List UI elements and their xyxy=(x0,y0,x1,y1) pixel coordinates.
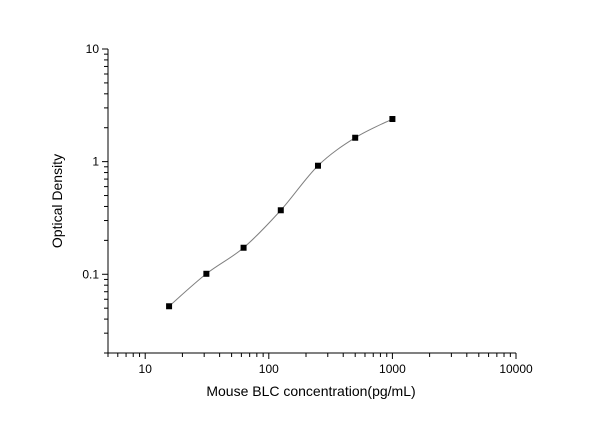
data-point xyxy=(389,116,396,123)
data-point xyxy=(277,207,284,214)
data-point xyxy=(166,303,173,310)
y-tick-label: 1 xyxy=(92,155,99,169)
axes: 10 100 1000 10000 0.1 1 10 xyxy=(82,42,533,376)
data-point xyxy=(240,244,247,251)
x-tick-label: 1000 xyxy=(379,362,406,376)
data-point xyxy=(352,134,359,141)
data-points xyxy=(166,116,396,310)
x-tick-label: 100 xyxy=(259,362,279,376)
data-point xyxy=(314,162,321,169)
x-tick-label: 10 xyxy=(139,362,153,376)
y-axis-title: Optical Density xyxy=(49,154,65,248)
data-point xyxy=(203,270,210,277)
y-tick-label: 10 xyxy=(86,42,100,56)
x-tick-label: 10000 xyxy=(499,362,533,376)
y-tick-label: 0.1 xyxy=(82,267,99,281)
x-axis-title: Mouse BLC concentration(pg/mL) xyxy=(206,383,415,399)
